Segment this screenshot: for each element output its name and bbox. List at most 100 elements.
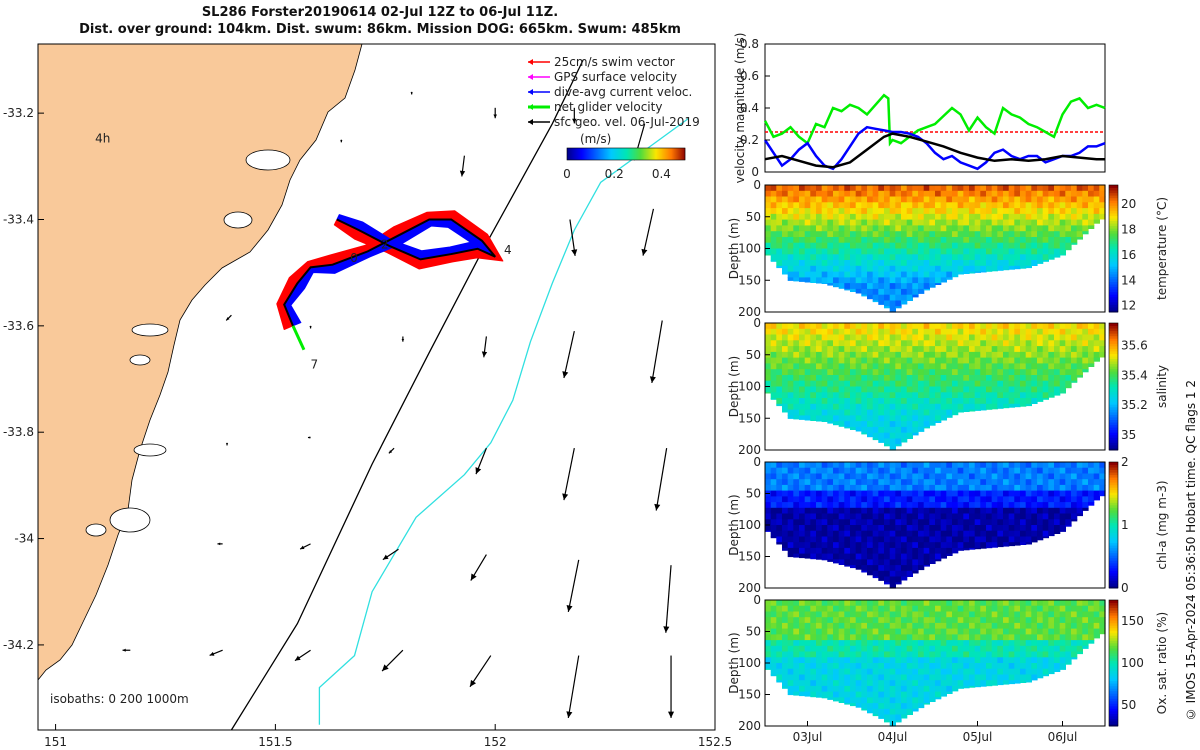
section-cell bbox=[816, 519, 823, 526]
section-cell bbox=[935, 340, 942, 347]
section-cell bbox=[986, 237, 993, 244]
section-cell bbox=[1014, 680, 1021, 684]
section-cell bbox=[986, 357, 993, 364]
section-cell bbox=[844, 605, 851, 612]
section-cell bbox=[991, 340, 998, 347]
section-cell bbox=[1031, 668, 1038, 675]
section-cell bbox=[918, 645, 925, 653]
section-colorbar-cell bbox=[1109, 705, 1118, 709]
section-cell bbox=[889, 657, 896, 664]
section-cell bbox=[1003, 202, 1010, 209]
section-cell bbox=[895, 426, 902, 434]
section-cell bbox=[980, 380, 987, 388]
section-cell bbox=[861, 392, 868, 399]
section-cell bbox=[895, 242, 902, 250]
section-cell bbox=[1076, 328, 1083, 336]
section-cell bbox=[889, 277, 896, 284]
section-cell bbox=[918, 271, 925, 278]
section-cell bbox=[997, 490, 1004, 497]
section-cell bbox=[901, 490, 908, 497]
section-cell bbox=[901, 703, 908, 710]
section-cell bbox=[912, 392, 919, 399]
section-cell bbox=[963, 185, 970, 192]
section-cell bbox=[1059, 490, 1066, 497]
section-cell bbox=[986, 513, 993, 520]
section-cell bbox=[810, 185, 817, 192]
section-cell bbox=[889, 490, 896, 497]
colorbar-cell bbox=[576, 148, 578, 160]
velocity-frame bbox=[764, 43, 1106, 173]
section-cell bbox=[821, 237, 828, 244]
section-cell bbox=[770, 519, 777, 526]
section-colorbar-cell bbox=[1109, 396, 1118, 400]
section-cell bbox=[884, 202, 891, 209]
section-cell bbox=[770, 196, 777, 203]
section-colorbar-cell bbox=[1109, 240, 1118, 244]
section-cell bbox=[787, 479, 794, 486]
section-cell bbox=[833, 392, 840, 399]
section-cell bbox=[793, 202, 800, 209]
section-cell bbox=[991, 398, 998, 405]
section-cell bbox=[1042, 467, 1049, 474]
section-cell bbox=[827, 467, 834, 474]
section-cell bbox=[821, 668, 828, 675]
section-cell bbox=[782, 680, 789, 687]
section-cell bbox=[810, 502, 817, 509]
section-cell bbox=[963, 271, 970, 274]
section-cell bbox=[901, 392, 908, 399]
colorbar-cell bbox=[611, 148, 613, 160]
colorbar-cell bbox=[604, 148, 606, 160]
section-cell bbox=[1042, 231, 1049, 238]
section-cell bbox=[986, 536, 993, 543]
section-cell bbox=[1037, 617, 1044, 624]
section-cell bbox=[765, 225, 772, 232]
section-cell bbox=[884, 542, 891, 549]
section-cell bbox=[1054, 346, 1061, 353]
section-cell bbox=[895, 346, 902, 353]
section-cell bbox=[878, 421, 885, 428]
section-cell bbox=[799, 479, 806, 486]
section-cell bbox=[906, 237, 913, 244]
section-cell bbox=[963, 242, 970, 250]
section-cell bbox=[884, 277, 891, 284]
section-cell bbox=[878, 519, 885, 526]
section-cell bbox=[889, 375, 896, 382]
section-cell bbox=[872, 611, 879, 618]
section-cell bbox=[1042, 392, 1049, 399]
section-cell bbox=[804, 628, 811, 635]
section-colorbar-cell bbox=[1109, 190, 1118, 194]
section-cell bbox=[1020, 622, 1027, 630]
section-cell bbox=[952, 328, 959, 336]
section-cell bbox=[918, 525, 925, 532]
section-cell bbox=[1054, 479, 1061, 486]
section-cell bbox=[952, 496, 959, 503]
section-cell bbox=[889, 265, 896, 273]
section-colorbar-cell bbox=[1109, 348, 1118, 352]
section-cell bbox=[855, 565, 862, 570]
section-cell bbox=[1008, 542, 1015, 547]
colorbar-cell bbox=[599, 148, 601, 160]
section-cell bbox=[821, 346, 828, 353]
section-cell bbox=[1048, 645, 1055, 653]
colorbar-cell bbox=[587, 148, 589, 160]
section-cell bbox=[901, 691, 908, 698]
section-cell bbox=[957, 685, 964, 689]
section-cell bbox=[867, 685, 874, 693]
section-cell bbox=[963, 409, 970, 412]
section-cell bbox=[1054, 600, 1061, 607]
section-cell bbox=[850, 553, 857, 560]
current-vector bbox=[566, 559, 580, 612]
section-cell bbox=[810, 634, 817, 641]
section-cell bbox=[952, 634, 959, 641]
section-cell bbox=[850, 328, 857, 336]
section-cell bbox=[821, 553, 828, 560]
section-cell bbox=[1025, 403, 1032, 407]
section-cell bbox=[861, 415, 868, 422]
section-cell bbox=[872, 525, 879, 532]
section-cell bbox=[838, 462, 845, 469]
section-cell bbox=[884, 375, 891, 382]
section-cell bbox=[1037, 502, 1044, 509]
section-cell bbox=[799, 628, 806, 635]
section-cell bbox=[816, 369, 823, 376]
section-cell bbox=[935, 651, 942, 658]
